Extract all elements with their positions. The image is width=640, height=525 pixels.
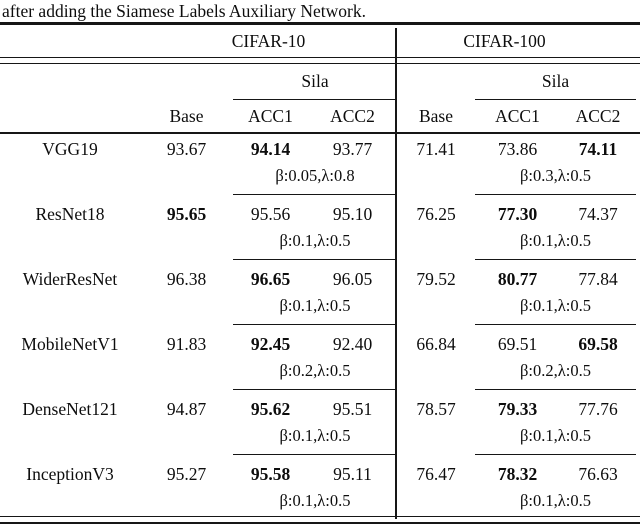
column-header-base-cifar100: Base [418,105,454,126]
column-header-acc2-cifar100: ACC2 [575,105,621,126]
method-header-row: Sila Sila [0,64,640,98]
row-divider-rule-cifar100 [475,193,636,196]
cifar10-acc1-value: 92.45 [250,334,291,355]
method-header-sila-cifar10: Sila [301,70,329,91]
model-name: WiderResNet [22,269,118,290]
row-divider-rule-cifar10 [233,193,397,196]
cifar100-base-value: 66.84 [416,334,456,355]
cifar10-params: β:0.1,λ:0.5 [279,490,351,510]
cifar10-base-value: 95.27 [166,464,207,485]
sila-underline-cifar100 [475,98,636,100]
cifar100-params: β:0.1,λ:0.5 [520,295,591,315]
table-row: DenseNet121 94.87 95.62 95.51 78.57 79.3… [0,394,640,459]
cifar100-acc1-value: 78.32 [497,464,538,485]
cifar100-acc2-value: 77.76 [578,399,618,420]
column-header-acc1-cifar100: ACC1 [495,105,540,126]
cifar10-params: β:0.1,λ:0.5 [279,425,351,445]
cifar10-base-value: 91.83 [166,334,207,355]
cifar10-base-value: 94.87 [166,399,207,420]
cifar100-acc2-value: 76.63 [578,464,618,485]
cifar100-params: β:0.1,λ:0.5 [520,425,591,445]
dataset-header-row: CIFAR-10 CIFAR-100 [0,25,640,57]
cifar10-acc2-value: 92.40 [332,334,373,355]
model-name: DenseNet121 [22,399,118,420]
cifar10-acc2-value: 95.51 [332,399,373,420]
cifar10-acc2-value: 93.77 [332,139,373,160]
table-row: MobileNetV1 91.83 92.45 92.40 66.84 69.5… [0,329,640,394]
cifar100-params: β:0.1,λ:0.5 [520,490,591,510]
cifar100-base-value: 76.25 [416,204,456,225]
row-divider-rule-cifar10 [233,453,397,456]
row-divider-rule-cifar100 [475,388,636,391]
model-name: InceptionV3 [26,464,114,485]
table-caption: after adding the Siamese Labels Auxiliar… [2,1,366,21]
double-rule [0,57,640,64]
cifar100-acc2-value: 69.58 [578,334,618,355]
cifar100-acc1-value: 77.30 [497,204,538,225]
cifar10-base-value: 93.67 [166,139,207,160]
table-row: VGG19 93.67 94.14 93.77 71.41 73.86 74.1… [0,134,640,199]
cifar100-acc1-value: 69.51 [497,334,538,355]
sila-underline-cifar10 [233,98,397,100]
cifar10-params: β:0.1,λ:0.5 [279,230,351,250]
cifar10-acc2-value: 95.11 [333,464,372,485]
row-divider-rule-cifar100 [475,453,636,456]
cifar10-params: β:0.05,λ:0.8 [275,165,355,185]
table-row: InceptionV3 95.27 95.58 95.11 76.47 78.3… [0,459,640,516]
header-bottom-rule [0,132,640,134]
cifar10-acc1-value: 96.65 [250,269,291,290]
results-table: CIFAR-10 CIFAR-100 Sila Sila Base ACC1 A… [0,22,640,525]
cifar100-base-value: 76.47 [416,464,456,485]
column-header-row: Base ACC1 ACC2 Base ACC1 ACC2 [0,100,640,132]
row-divider-rule-cifar10 [233,258,397,261]
model-name: VGG19 [42,139,98,160]
cifar10-acc1-value: 94.14 [250,139,291,160]
cifar100-base-value: 79.52 [416,269,456,290]
column-divider [395,28,397,520]
cifar100-base-value: 71.41 [416,139,456,160]
top-rule [0,22,640,25]
cifar100-acc1-value: 80.77 [497,269,538,290]
cifar100-params: β:0.3,λ:0.5 [520,165,591,185]
cifar10-params: β:0.2,λ:0.5 [279,360,351,380]
column-header-acc2-cifar10: ACC2 [330,105,375,126]
cifar100-acc1-value: 73.86 [497,139,538,160]
column-header-acc1-cifar10: ACC1 [248,105,293,126]
column-header-base-cifar10: Base [169,105,204,126]
method-header-underline-row [0,98,640,100]
cifar10-acc2-value: 95.10 [332,204,373,225]
cifar10-base-value: 96.38 [166,269,207,290]
cifar10-params: β:0.1,λ:0.5 [279,295,351,315]
cifar100-base-value: 78.57 [416,399,456,420]
row-divider-rule-cifar10 [233,388,397,391]
model-name: MobileNetV1 [21,334,119,355]
cifar100-params: β:0.1,λ:0.5 [520,230,591,250]
cifar10-acc1-value: 95.58 [250,464,291,485]
cifar100-acc1-value: 79.33 [497,399,538,420]
model-name: ResNet18 [35,204,105,225]
cifar10-base-value: 95.65 [166,204,207,225]
cifar10-acc1-value: 95.56 [250,204,291,225]
cifar100-acc2-value: 77.84 [578,269,618,290]
row-divider-rule-cifar100 [475,323,636,326]
dataset-header-cifar100: CIFAR-100 [463,30,546,51]
cifar10-acc2-value: 96.05 [332,269,373,290]
cifar100-acc2-value: 74.37 [578,204,618,225]
bottom-rule [0,515,640,525]
dataset-header-cifar10: CIFAR-10 [231,30,306,51]
method-header-sila-cifar100: Sila [541,70,570,91]
table-row: ResNet18 95.65 95.56 95.10 76.25 77.30 7… [0,199,640,264]
table-row: WiderResNet 96.38 96.65 96.05 79.52 80.7… [0,264,640,329]
cifar10-acc1-value: 95.62 [250,399,291,420]
row-divider-rule-cifar100 [475,258,636,261]
cifar100-acc2-value: 74.11 [578,139,618,160]
row-divider-rule-cifar10 [233,323,397,326]
table-body: VGG19 93.67 94.14 93.77 71.41 73.86 74.1… [0,134,640,516]
cifar100-params: β:0.2,λ:0.5 [520,360,591,380]
